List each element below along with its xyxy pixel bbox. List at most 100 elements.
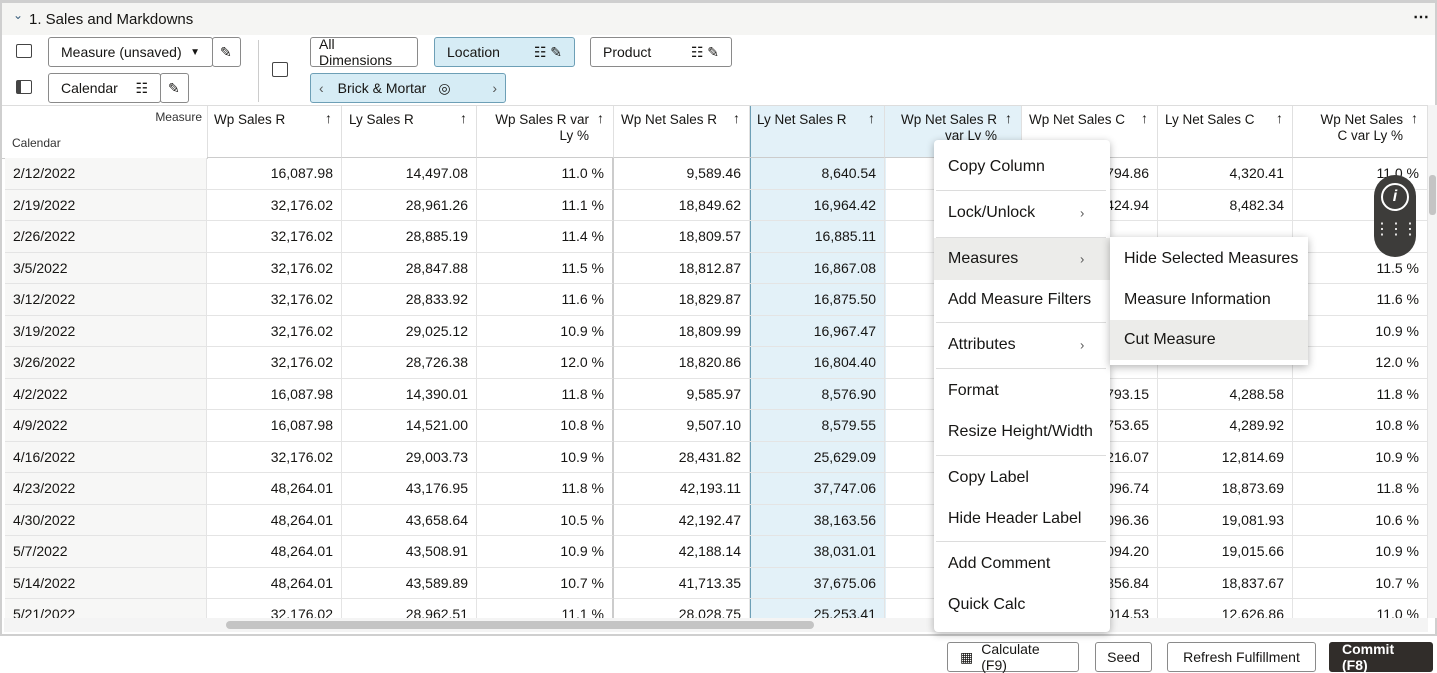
cell[interactable]: 11.8 % <box>477 473 614 505</box>
cell[interactable]: 14,521.00 <box>342 410 477 442</box>
column-header[interactable]: Ly Sales R ↑ <box>342 106 477 158</box>
menu-item[interactable]: Resize Height/Width <box>948 423 1093 440</box>
cell[interactable]: 48,264.01 <box>207 536 342 568</box>
cell[interactable]: 28,961.26 <box>342 189 477 221</box>
breadcrumb[interactable]: ‹ Brick & Mortar ◎ › <box>310 73 506 103</box>
cell[interactable]: 11.4 % <box>477 221 614 253</box>
cell[interactable]: 38,163.56 <box>750 504 885 536</box>
cell[interactable]: 32,176.02 <box>207 221 342 253</box>
cell[interactable]: 48,264.01 <box>207 567 342 599</box>
v-scrollbar[interactable] <box>1428 105 1437 618</box>
menu-item[interactable]: Lock/Unlock <box>948 204 1036 221</box>
calendar-button[interactable]: Calendar ☷ <box>48 73 161 103</box>
cell[interactable]: 28,833.92 <box>342 284 477 316</box>
column-header[interactable]: Wp Sales R ↑ <box>207 106 342 158</box>
cell[interactable]: 37,675.06 <box>750 567 885 599</box>
product-button[interactable]: Product ☷ ✎ <box>590 37 732 67</box>
cell[interactable]: 41,713.35 <box>614 567 750 599</box>
column-header[interactable]: Ly Net Sales C ↑ <box>1158 106 1293 158</box>
footer-button[interactable]: Refresh Fulfillment <box>1167 642 1316 672</box>
cell[interactable]: 32,176.02 <box>207 315 342 347</box>
cell[interactable]: 10.6 % <box>1293 504 1428 536</box>
cell[interactable]: 48,264.01 <box>207 504 342 536</box>
cell[interactable]: 16,867.08 <box>750 252 885 284</box>
cell[interactable]: 10.7 % <box>1293 567 1428 599</box>
cell[interactable]: 10.5 % <box>477 504 614 536</box>
cell[interactable]: 11.1 % <box>477 599 614 618</box>
cell[interactable]: 42,193.11 <box>614 473 750 505</box>
cell[interactable]: 25,253.41 <box>750 599 885 618</box>
location-button[interactable]: Location ☷ ✎ <box>434 37 575 67</box>
footer-button[interactable]: Seed <box>1095 642 1152 672</box>
cell[interactable]: 16,087.98 <box>207 158 342 190</box>
sort-icon[interactable]: ↑ <box>868 110 875 126</box>
cell[interactable]: 29,025.12 <box>342 315 477 347</box>
menu-item[interactable]: Copy Label <box>948 469 1029 486</box>
cell[interactable]: 28,028.75 <box>614 599 750 618</box>
cell[interactable]: 32,176.02 <box>207 284 342 316</box>
cell[interactable]: 10.9 % <box>477 441 614 473</box>
edit-button[interactable]: ✎ <box>212 37 241 67</box>
cell[interactable]: 8,579.55 <box>750 410 885 442</box>
cell[interactable]: 18,829.87 <box>614 284 750 316</box>
menu-item[interactable]: Format <box>948 382 999 399</box>
sort-icon[interactable]: ↑ <box>1276 110 1283 126</box>
cell[interactable]: 12,814.69 <box>1158 441 1293 473</box>
pivot-icon[interactable] <box>272 62 288 77</box>
cell[interactable]: 18,849.62 <box>614 189 750 221</box>
footer-button[interactable]: Commit (F8) <box>1329 641 1433 673</box>
cell[interactable]: 25,629.09 <box>750 441 885 473</box>
cell[interactable]: 4,288.58 <box>1158 378 1293 410</box>
cell[interactable]: 10.8 % <box>477 410 614 442</box>
h-scrollbar[interactable] <box>4 618 1428 632</box>
cell[interactable]: 48,264.01 <box>207 473 342 505</box>
cell[interactable]: 18,812.87 <box>614 252 750 284</box>
menu-item[interactable]: Add Comment <box>948 555 1051 572</box>
menu-item[interactable]: Quick Calc <box>948 596 1026 613</box>
cell[interactable]: 8,640.54 <box>750 158 885 190</box>
sort-icon[interactable]: ↑ <box>1141 110 1148 126</box>
cell[interactable]: 42,188.14 <box>614 536 750 568</box>
submenu-item[interactable]: Hide Selected Measures <box>1124 250 1299 267</box>
cell[interactable]: 8,482.34 <box>1158 189 1293 221</box>
cell[interactable]: 32,176.02 <box>207 441 342 473</box>
cell[interactable]: 11.6 % <box>1293 284 1428 316</box>
cell[interactable]: 32,176.02 <box>207 252 342 284</box>
cell[interactable]: 16,967.47 <box>750 315 885 347</box>
submenu-item[interactable]: Measure Information <box>1124 291 1271 308</box>
cell[interactable] <box>1293 221 1428 253</box>
cell[interactable]: 10.9 % <box>1293 315 1428 347</box>
menu-item[interactable]: Copy Column <box>948 158 1045 175</box>
cell[interactable]: 18,809.99 <box>614 315 750 347</box>
cell[interactable]: 19,081.93 <box>1158 504 1293 536</box>
collapse-icon[interactable]: ⌄ <box>13 8 24 22</box>
cell[interactable]: 11.6 % <box>477 284 614 316</box>
cell[interactable]: 28,962.51 <box>342 599 477 618</box>
cell[interactable]: 10.8 % <box>1293 410 1428 442</box>
menu-item[interactable]: Hide Header Label <box>948 510 1082 527</box>
cell[interactable]: 38,031.01 <box>750 536 885 568</box>
cell[interactable]: 14,497.08 <box>342 158 477 190</box>
cell[interactable]: 9,507.10 <box>614 410 750 442</box>
cell[interactable]: 11.8 % <box>1293 473 1428 505</box>
cell[interactable]: 11.0 % <box>477 158 614 190</box>
cell[interactable]: 16,804.40 <box>750 347 885 379</box>
menu-item[interactable]: Add Measure Filters <box>948 291 1092 308</box>
sort-icon[interactable]: ↑ <box>460 110 467 126</box>
sort-icon[interactable]: ↑ <box>597 110 604 126</box>
sort-icon[interactable]: ↑ <box>1411 110 1418 126</box>
menu-item[interactable]: Measures <box>948 250 1019 267</box>
sort-icon[interactable]: ↑ <box>1005 110 1012 126</box>
cell[interactable]: 11.5 % <box>1293 252 1428 284</box>
cell[interactable]: 42,192.47 <box>614 504 750 536</box>
cell[interactable]: 43,176.95 <box>342 473 477 505</box>
all-dimensions-button[interactable]: All Dimensions <box>310 36 418 68</box>
cell[interactable]: 18,820.86 <box>614 347 750 379</box>
cell[interactable]: 18,809.57 <box>614 221 750 253</box>
cell[interactable]: 16,087.98 <box>207 378 342 410</box>
cell[interactable]: 12.0 % <box>477 347 614 379</box>
cell[interactable]: 16,087.98 <box>207 410 342 442</box>
cell[interactable]: 37,747.06 <box>750 473 885 505</box>
cell[interactable]: 14,390.01 <box>342 378 477 410</box>
cell[interactable]: 8,576.90 <box>750 378 885 410</box>
